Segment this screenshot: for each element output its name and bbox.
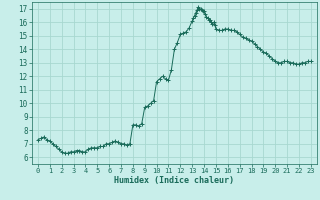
X-axis label: Humidex (Indice chaleur): Humidex (Indice chaleur) [115, 176, 234, 185]
